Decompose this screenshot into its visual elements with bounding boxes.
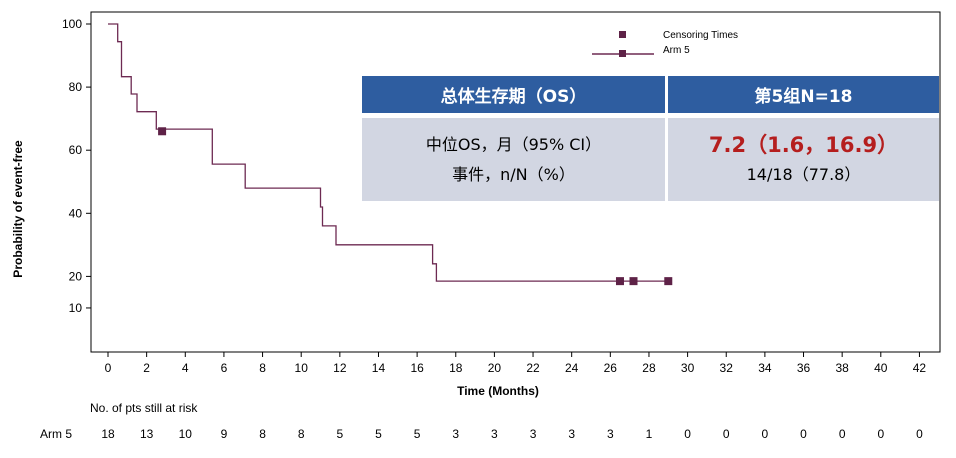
risk-count: 0	[684, 427, 691, 441]
events-value: 14/18（77.8）	[746, 164, 861, 184]
y-axis-title: Probability of event-free	[11, 140, 25, 278]
legend-censor-label: Censoring Times	[663, 30, 738, 41]
x-axis-ticks: 0 2 4 6 8 10 12 14 16 18 20 22 24 26 28 30 32 34 36 38 40 42	[105, 352, 927, 375]
x-tick-label: 20	[488, 361, 502, 375]
median-os-value: 7.2（1.6，16.9）	[708, 132, 899, 157]
risk-count: 5	[336, 427, 343, 441]
y-tick-label: 10	[69, 301, 83, 315]
risk-count: 0	[877, 427, 884, 441]
summary-values: 7.2（1.6，16.9） 14/18（77.8）	[668, 118, 939, 201]
median-os-label: 中位OS，月（95% CI）	[425, 134, 602, 154]
risk-count: 5	[414, 427, 421, 441]
summary-table: 总体生存期（OS） 第5组N=18 中位OS，月（95% CI） 事件，n/N（…	[362, 76, 939, 201]
x-tick-label: 4	[182, 361, 189, 375]
x-tick-label: 16	[410, 361, 424, 375]
risk-count: 0	[723, 427, 730, 441]
censor-marker	[615, 277, 624, 286]
y-axis-ticks: 10 20 40 60 80 100	[62, 17, 91, 315]
risk-count: 0	[916, 427, 923, 441]
x-tick-label: 40	[874, 361, 888, 375]
risk-count: 0	[762, 427, 769, 441]
plot-frame	[90, 11, 941, 353]
x-tick-label: 0	[105, 361, 112, 375]
legend-arm-marker	[619, 50, 626, 57]
y-tick-label: 60	[69, 143, 83, 157]
risk-count: 0	[839, 427, 846, 441]
risk-count: 13	[140, 427, 154, 441]
risk-count: 9	[221, 427, 228, 441]
risk-count: 8	[259, 427, 266, 441]
x-tick-label: 8	[259, 361, 266, 375]
risk-count: 5	[375, 427, 382, 441]
censor-marker	[629, 277, 638, 286]
x-tick-label: 30	[681, 361, 695, 375]
x-tick-label: 34	[758, 361, 772, 375]
legend-arm-label: Arm 5	[663, 45, 690, 56]
risk-count: 0	[800, 427, 807, 441]
x-tick-label: 10	[295, 361, 309, 375]
y-tick-label: 40	[69, 206, 83, 220]
summary-labels: 中位OS，月（95% CI） 事件，n/N（%）	[362, 118, 665, 201]
x-tick-label: 26	[604, 361, 618, 375]
x-tick-label: 36	[797, 361, 811, 375]
x-tick-label: 22	[526, 361, 540, 375]
events-label: 事件，n/N（%）	[452, 164, 575, 184]
x-tick-label: 6	[221, 361, 228, 375]
censor-marker	[158, 127, 167, 136]
y-tick-label: 80	[69, 80, 83, 94]
x-tick-label: 18	[449, 361, 463, 375]
x-tick-label: 28	[642, 361, 656, 375]
x-tick-label: 2	[143, 361, 150, 375]
risk-count: 10	[179, 427, 193, 441]
y-tick-label: 100	[62, 17, 82, 31]
y-tick-label: 20	[69, 269, 83, 283]
risk-table-row-label: Arm 5	[40, 427, 72, 441]
x-axis-title: Time (Months)	[457, 384, 539, 398]
x-tick-label: 12	[333, 361, 347, 375]
risk-count: 1	[646, 427, 653, 441]
x-tick-label: 42	[913, 361, 927, 375]
risk-count: 18	[101, 427, 115, 441]
legend-censor-marker	[619, 31, 626, 38]
risk-count: 3	[607, 427, 614, 441]
series-group	[108, 23, 673, 286]
risk-count: 3	[530, 427, 537, 441]
legend: Censoring Times Arm 5	[592, 30, 738, 57]
x-tick-label: 32	[720, 361, 734, 375]
censor-marker	[664, 277, 673, 286]
x-tick-label: 14	[372, 361, 386, 375]
risk-count: 3	[491, 427, 498, 441]
risk-table-values: 18 13 10 9 8 8 5 5 5 3 3 3 3 3 1 0 0 0 0 0 0 0	[101, 427, 923, 441]
survival-curve-line	[108, 23, 669, 282]
x-tick-label: 24	[565, 361, 579, 375]
risk-count: 8	[298, 427, 305, 441]
risk-table-title: No. of pts still at risk	[90, 401, 198, 415]
summary-header-right: 第5组N=18	[668, 76, 939, 113]
x-tick-label: 38	[835, 361, 849, 375]
summary-header-left: 总体生存期（OS）	[362, 76, 665, 113]
risk-count: 3	[568, 427, 575, 441]
risk-count: 3	[452, 427, 459, 441]
